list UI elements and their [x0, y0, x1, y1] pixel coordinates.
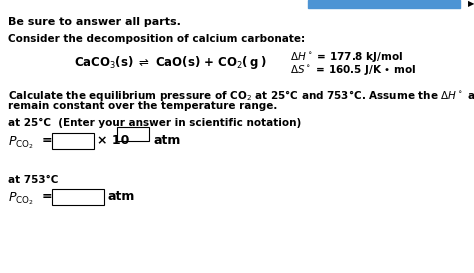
Bar [52, 133, 94, 149]
Text: atm: atm [108, 190, 136, 203]
Text: at 753°C: at 753°C [8, 175, 58, 185]
Text: $P_{\mathrm{CO_2}}$: $P_{\mathrm{CO_2}}$ [8, 190, 34, 207]
Text: Calculate the equilibrium pressure of CO$_2$ at 25°C and 753°C. Assume the $\Del: Calculate the equilibrium pressure of CO… [8, 88, 474, 103]
Text: Consider the decomposition of calcium carbonate:: Consider the decomposition of calcium ca… [8, 34, 305, 44]
Text: CaCO$_3$(s) $\rightleftharpoons$ CaO(s) + CO$_2$( g ): CaCO$_3$(s) $\rightleftharpoons$ CaO(s) … [73, 54, 266, 71]
Bar [308, 0, 460, 8]
Text: remain constant over the temperature range.: remain constant over the temperature ran… [8, 101, 277, 111]
Text: $\Delta H^\circ$ = 177.8 kJ/mol: $\Delta H^\circ$ = 177.8 kJ/mol [290, 50, 403, 64]
Text: $\Delta S^\circ$ = 160.5 J/K • mol: $\Delta S^\circ$ = 160.5 J/K • mol [290, 63, 416, 77]
Text: Be sure to answer all parts.: Be sure to answer all parts. [8, 17, 181, 27]
Text: =: = [42, 190, 53, 203]
Text: × 10: × 10 [97, 134, 129, 147]
Text: atm: atm [153, 134, 181, 147]
Text: $P_{\mathrm{CO_2}}$: $P_{\mathrm{CO_2}}$ [8, 134, 34, 151]
Text: ▶: ▶ [468, 0, 474, 8]
Bar [117, 127, 149, 141]
Text: at 25°C  (Enter your answer in scientific notation): at 25°C (Enter your answer in scientific… [8, 118, 301, 128]
Bar [52, 189, 104, 205]
Text: =: = [42, 134, 53, 147]
